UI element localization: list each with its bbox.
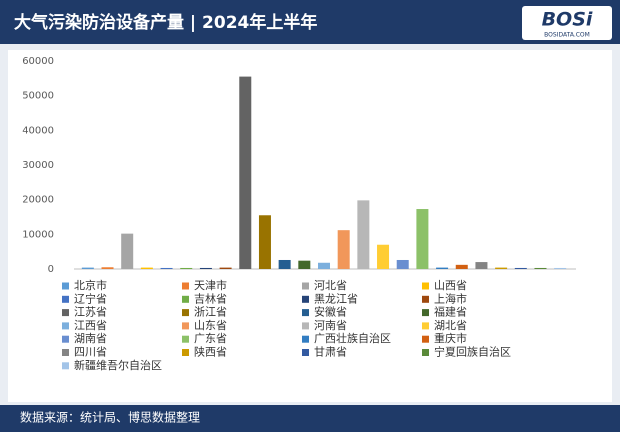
legend-swatch bbox=[302, 349, 309, 356]
y-tick-label: 40000 bbox=[22, 125, 54, 136]
legend-swatch bbox=[62, 309, 69, 317]
bar bbox=[514, 267, 527, 269]
legend-label: 重庆市 bbox=[434, 331, 467, 345]
legend-label: 吉林省 bbox=[194, 291, 227, 305]
bar bbox=[495, 267, 508, 269]
header-bar bbox=[0, 0, 620, 44]
bar bbox=[436, 267, 449, 269]
bar bbox=[258, 215, 271, 269]
legend-swatch bbox=[62, 362, 69, 370]
legend-label: 江苏省 bbox=[74, 306, 107, 319]
plot-panel bbox=[8, 50, 612, 402]
legend-label: 河北省 bbox=[314, 279, 347, 292]
bar bbox=[180, 267, 193, 269]
y-tick-label: 20000 bbox=[22, 195, 54, 206]
legend-swatch bbox=[302, 295, 309, 303]
bar bbox=[199, 267, 212, 269]
legend-label: 山西省 bbox=[434, 279, 467, 292]
legend-swatch bbox=[422, 349, 429, 356]
logo-box bbox=[522, 6, 612, 40]
bar bbox=[121, 233, 134, 269]
y-tick-label: 10000 bbox=[22, 229, 54, 240]
legend-label: 广西壮族自治区 bbox=[314, 331, 391, 345]
logo: BOSi bbox=[542, 9, 593, 31]
legend-swatch bbox=[302, 309, 309, 317]
legend-swatch bbox=[182, 309, 189, 317]
legend-label: 甘肃省 bbox=[314, 346, 347, 359]
bar bbox=[377, 244, 390, 269]
legend-swatch bbox=[62, 295, 69, 303]
legend-swatch bbox=[422, 309, 429, 317]
legend-label: 山东省 bbox=[194, 319, 227, 332]
bar bbox=[357, 200, 370, 269]
legend-label: 天津市 bbox=[194, 278, 227, 292]
legend-swatch bbox=[182, 335, 189, 343]
legend-label: 湖北省 bbox=[434, 319, 467, 332]
legend-label: 宁夏回族自治区 bbox=[434, 345, 511, 359]
legend-label: 上海市 bbox=[434, 291, 467, 305]
bar bbox=[455, 264, 468, 269]
legend-label: 新疆维吾尔自治区 bbox=[74, 358, 162, 372]
legend-label: 江西省 bbox=[74, 319, 107, 332]
legend-swatch bbox=[62, 349, 69, 356]
bar bbox=[160, 267, 173, 269]
footer-source: 数据来源：统计局、博思数据整理 bbox=[20, 410, 200, 425]
bar bbox=[298, 260, 311, 269]
bar bbox=[534, 267, 547, 269]
legend-label: 黑龙江省 bbox=[314, 292, 358, 305]
bar bbox=[81, 267, 94, 269]
bar bbox=[140, 267, 153, 269]
legend-label: 四川省 bbox=[74, 346, 107, 359]
bar bbox=[318, 262, 330, 269]
legend-swatch bbox=[62, 335, 69, 343]
legend-swatch bbox=[302, 322, 309, 330]
bar bbox=[396, 259, 409, 269]
bar bbox=[416, 209, 429, 269]
legend-swatch bbox=[62, 322, 69, 330]
legend-swatch bbox=[182, 322, 189, 330]
legend-label: 陕西省 bbox=[194, 345, 227, 359]
legend-swatch bbox=[182, 282, 189, 290]
legend-swatch bbox=[422, 282, 429, 290]
bar bbox=[101, 267, 114, 269]
legend-swatch bbox=[62, 282, 69, 290]
bar bbox=[554, 267, 567, 269]
header-title: 大气污染防治设备产量 | 2024年上半年 bbox=[14, 12, 317, 33]
legend-swatch bbox=[182, 349, 189, 356]
legend-label: 福建省 bbox=[434, 305, 467, 319]
legend-swatch bbox=[182, 295, 189, 303]
legend-label: 北京市 bbox=[74, 278, 107, 292]
legend-label: 广东省 bbox=[194, 332, 227, 345]
legend-swatch bbox=[422, 335, 429, 343]
legend-swatch bbox=[302, 335, 309, 343]
y-tick-label: 0 bbox=[48, 264, 54, 275]
legend-label: 辽宁省 bbox=[74, 291, 107, 305]
bar bbox=[337, 230, 350, 269]
legend-label: 浙江省 bbox=[194, 306, 227, 319]
legend-swatch bbox=[422, 295, 429, 303]
bar bbox=[219, 267, 232, 269]
y-tick-label: 50000 bbox=[22, 91, 54, 102]
footer-bar bbox=[0, 405, 620, 432]
y-tick-label: 60000 bbox=[22, 56, 54, 67]
legend-label: 河南省 bbox=[314, 319, 347, 332]
bar bbox=[475, 262, 488, 269]
legend-label: 湖南省 bbox=[74, 332, 107, 345]
legend-swatch bbox=[302, 282, 309, 290]
y-tick-label: 30000 bbox=[22, 160, 54, 171]
legend-label: 安徽省 bbox=[314, 305, 347, 319]
bar bbox=[278, 259, 291, 269]
bar bbox=[239, 76, 252, 269]
logo-sub: BOSIDATA.COM bbox=[544, 32, 590, 39]
legend-swatch bbox=[422, 322, 429, 330]
